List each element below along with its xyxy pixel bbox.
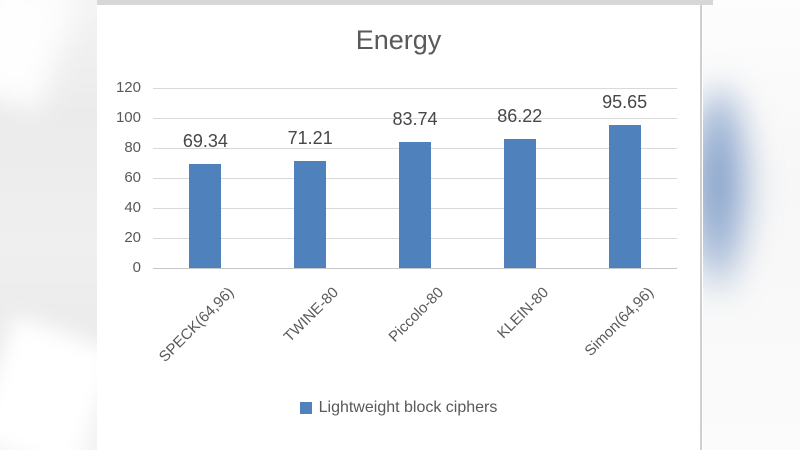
- blue-glow: [703, 85, 753, 300]
- legend-swatch: [299, 402, 312, 414]
- y-tick-label: 60: [124, 169, 141, 186]
- bar-Piccolo-80: [399, 142, 431, 268]
- gridline: [153, 88, 677, 89]
- x-tick-label: Simon(64,96): [580, 284, 657, 360]
- bar-KLEIN-80: [503, 138, 536, 268]
- x-tick-label: KLEIN-80: [493, 284, 552, 343]
- y-tick-label: 0: [132, 259, 141, 276]
- data-label: 83.74: [392, 109, 438, 130]
- x-tick-label: Piccolo-80: [385, 284, 448, 346]
- plot-area: 120 100 80 60 40 20 0 69.34 SPECK(64,96) 71.21 TWI…: [116, 79, 677, 366]
- chart-title: Energy: [355, 25, 442, 55]
- legend: Lightweight block ciphers: [97, 399, 700, 417]
- data-label: 69.34: [182, 131, 228, 151]
- chart-panel: Energy 120 100 80 60 40 20 0 69.34 SPECK(64,96) 7…: [97, 5, 702, 450]
- gridline: [153, 118, 677, 119]
- bar-TWINE-80: [294, 161, 327, 268]
- x-axis-line: [153, 268, 677, 269]
- y-tick-label: 20: [124, 229, 141, 246]
- y-tick-label: 40: [124, 199, 141, 216]
- bar-Simon(64,96): [608, 124, 641, 268]
- legend-label: Lightweight block ciphers: [318, 399, 498, 416]
- data-label: 71.21: [287, 128, 333, 149]
- data-label: 86.22: [497, 105, 543, 126]
- y-tick-label: 100: [115, 109, 141, 126]
- bar-SPECK(64,96): [189, 164, 222, 268]
- data-label: 95.65: [602, 91, 648, 112]
- x-tick-label: SPECK(64,96): [155, 284, 238, 366]
- background-left-blur: [0, 0, 97, 450]
- y-tick-label: 80: [124, 139, 141, 156]
- y-tick-label: 120: [115, 79, 141, 96]
- background-white-shape-top: [0, 0, 77, 111]
- panel-top-border: [97, 0, 713, 5]
- background-right-blur: [703, 0, 800, 450]
- x-tick-label: TWINE-80: [280, 284, 343, 346]
- background-white-shape-bottom: [0, 315, 97, 450]
